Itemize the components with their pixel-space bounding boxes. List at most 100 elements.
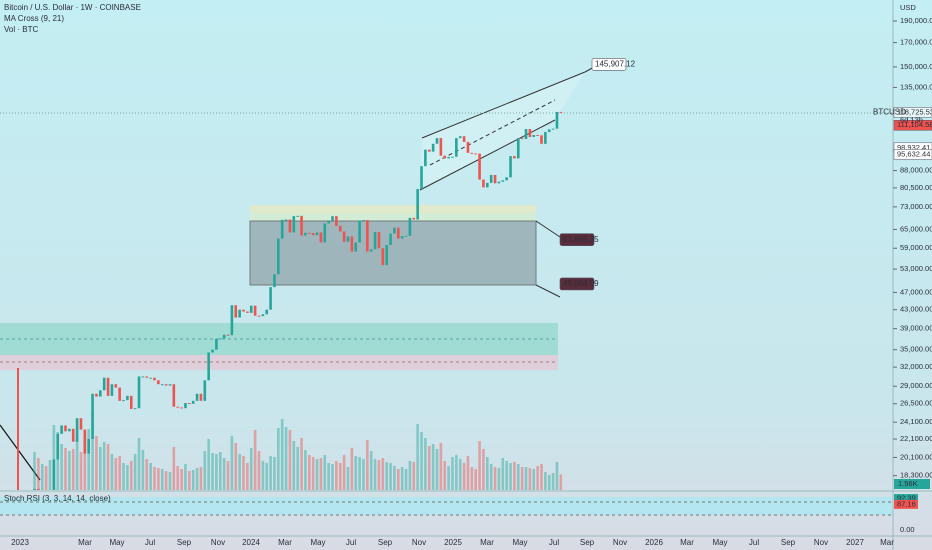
volume-bar: [56, 432, 60, 490]
candle: [83, 429, 87, 454]
price-label: 111,104.58: [897, 120, 932, 129]
volume-bar: [114, 458, 118, 490]
volume-label: 1.56K: [898, 479, 918, 488]
candle: [203, 380, 207, 401]
volume-bar: [474, 469, 477, 490]
stoch-band: [0, 497, 893, 515]
candle: [106, 377, 110, 396]
candle: [489, 175, 493, 183]
annotation-box: [559, 233, 595, 246]
candle: [447, 156, 450, 159]
candle: [157, 380, 160, 385]
candle: [153, 377, 156, 381]
volume-bar: [412, 462, 416, 490]
y-tick-label: 65,000.00: [900, 224, 932, 233]
volume-bar: [354, 456, 358, 490]
volume-bar: [129, 461, 133, 490]
volume-bar: [424, 438, 427, 490]
candle: [226, 334, 230, 336]
volume-bar: [358, 457, 361, 490]
zone: [250, 205, 536, 213]
volume-bar: [48, 460, 52, 490]
volume-bar: [443, 461, 447, 490]
volume-bar: [133, 454, 137, 490]
candle: [451, 156, 454, 158]
volume-bar: [75, 438, 79, 490]
candle: [544, 132, 547, 144]
y-tick-label: 20,100.00: [900, 452, 932, 461]
volume-bar: [102, 442, 106, 490]
candle: [296, 215, 299, 217]
candle: [280, 219, 284, 239]
volume-bar: [315, 459, 319, 490]
y-tick-label: 32,000.00: [900, 362, 932, 371]
candle: [462, 136, 466, 142]
candle: [431, 143, 435, 152]
volume-bar: [455, 455, 458, 490]
x-tick-label: Mar: [680, 538, 694, 547]
volume-bar: [188, 471, 191, 490]
volume-label-box: [894, 479, 930, 489]
price-label: 95,632.44: [897, 149, 930, 158]
candle: [427, 149, 431, 152]
volume-bar: [153, 467, 156, 490]
candle: [87, 439, 90, 454]
volume-bar: [389, 463, 392, 490]
volume-bar: [137, 438, 141, 490]
candle: [137, 376, 141, 409]
volume-bar: [168, 472, 172, 490]
stoch-label-box: [894, 499, 918, 509]
candle: [524, 128, 528, 140]
volume-bar: [470, 467, 474, 490]
candle: [284, 219, 288, 221]
volume-bar: [331, 464, 334, 490]
candle: [520, 138, 524, 140]
volume-bar: [203, 451, 207, 490]
volume-bar: [373, 459, 377, 490]
candle: [470, 152, 474, 154]
candle: [455, 138, 458, 157]
volume-bar: [513, 462, 516, 490]
y-tick-label: 47,000.00: [900, 287, 932, 296]
volume-bar: [385, 462, 388, 490]
price-scale: USD 190,000.00 170,000.00 150,000.00 135,00…: [893, 3, 932, 534]
candle: [323, 223, 327, 243]
symbol-title: Bitcoin / U.S. Dollar · 1W · COINBASE: [4, 3, 141, 12]
candle: [532, 134, 536, 137]
volume-bar: [551, 473, 555, 490]
candle: [180, 407, 183, 409]
volume-bar: [71, 449, 75, 490]
volume-bar: [555, 462, 559, 490]
volume-bar: [296, 447, 299, 490]
symbol-label: BTCUSD: [873, 107, 906, 116]
candle: [501, 180, 505, 182]
stoch-label: 87.16: [897, 499, 916, 508]
volume-bar: [493, 467, 497, 490]
candle: [373, 232, 377, 250]
volume-bar: [319, 458, 323, 490]
volume-bar: [288, 430, 292, 490]
volume-bar: [257, 451, 261, 490]
candle: [218, 338, 222, 340]
y-tick-label: 26,500.00: [900, 399, 932, 408]
candle: [300, 215, 303, 236]
volume-bar: [323, 455, 327, 490]
volume-bar: [99, 447, 102, 490]
candle: [33, 488, 36, 490]
annotation-label: 49,084.09: [563, 279, 599, 288]
candle: [420, 166, 423, 190]
candle: [215, 338, 218, 350]
volume-bar: [277, 428, 280, 490]
volume-bar: [199, 467, 203, 490]
candle: [358, 220, 361, 243]
candle: [307, 232, 311, 234]
volume-bar: [350, 448, 354, 490]
candle: [52, 459, 56, 490]
volume-bar: [37, 458, 40, 490]
volume-bar: [83, 434, 87, 490]
candle: [513, 156, 516, 159]
volume-bar: [458, 459, 462, 490]
candle: [331, 216, 334, 222]
volume-bar: [451, 457, 454, 490]
x-tick-label: Sep: [378, 538, 393, 547]
